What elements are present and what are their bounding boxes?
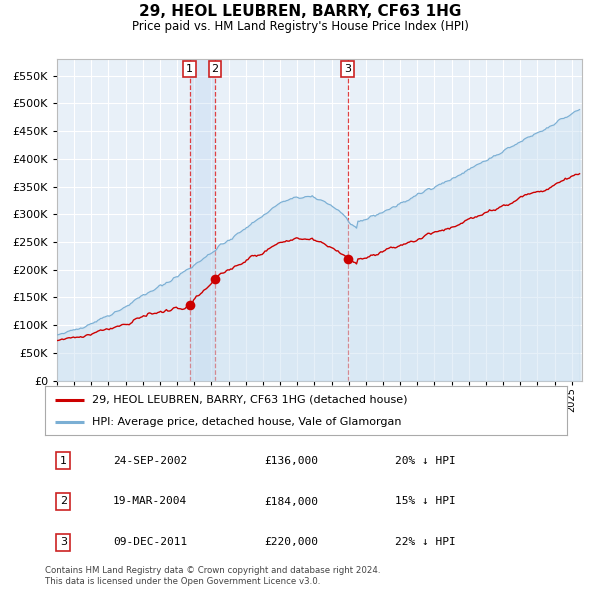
Text: £136,000: £136,000 xyxy=(264,455,318,466)
Bar xyxy=(190,59,215,381)
Text: 20% ↓ HPI: 20% ↓ HPI xyxy=(395,455,455,466)
Text: Price paid vs. HM Land Registry's House Price Index (HPI): Price paid vs. HM Land Registry's House … xyxy=(131,20,469,33)
Text: 29, HEOL LEUBREN, BARRY, CF63 1HG: 29, HEOL LEUBREN, BARRY, CF63 1HG xyxy=(139,4,461,19)
Text: 1: 1 xyxy=(60,455,67,466)
Text: 3: 3 xyxy=(344,64,351,74)
Text: 1: 1 xyxy=(186,64,193,74)
Text: 2: 2 xyxy=(212,64,218,74)
Text: Contains HM Land Registry data © Crown copyright and database right 2024.
This d: Contains HM Land Registry data © Crown c… xyxy=(45,566,380,586)
Text: 15% ↓ HPI: 15% ↓ HPI xyxy=(395,497,455,506)
Text: 09-DEC-2011: 09-DEC-2011 xyxy=(113,537,187,548)
Text: 2: 2 xyxy=(60,497,67,506)
Text: 22% ↓ HPI: 22% ↓ HPI xyxy=(395,537,455,548)
Text: 19-MAR-2004: 19-MAR-2004 xyxy=(113,497,187,506)
Text: £184,000: £184,000 xyxy=(264,497,318,506)
Text: 24-SEP-2002: 24-SEP-2002 xyxy=(113,455,187,466)
Text: 29, HEOL LEUBREN, BARRY, CF63 1HG (detached house): 29, HEOL LEUBREN, BARRY, CF63 1HG (detac… xyxy=(92,395,407,405)
Text: £220,000: £220,000 xyxy=(264,537,318,548)
Text: 3: 3 xyxy=(60,537,67,548)
Text: HPI: Average price, detached house, Vale of Glamorgan: HPI: Average price, detached house, Vale… xyxy=(92,417,401,427)
